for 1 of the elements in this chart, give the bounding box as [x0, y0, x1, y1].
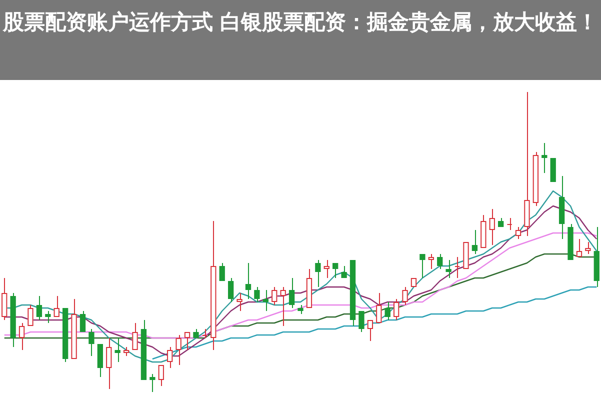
chart-title: 股票配资账户运作方式 白银股票配资：掘金贵金属，放大收益！ [0, 0, 601, 80]
